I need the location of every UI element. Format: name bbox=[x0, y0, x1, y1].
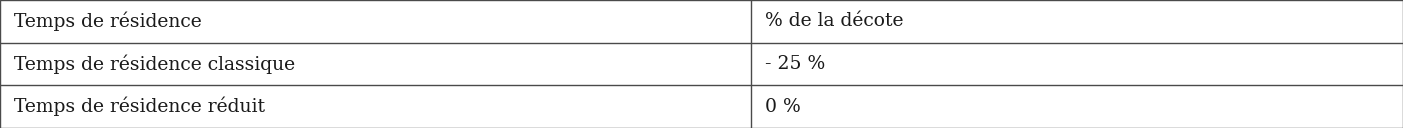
Text: - 25 %: - 25 % bbox=[765, 55, 825, 73]
Text: Temps de résidence classique: Temps de résidence classique bbox=[14, 54, 295, 74]
Text: % de la décote: % de la décote bbox=[765, 12, 904, 30]
Text: Temps de résidence: Temps de résidence bbox=[14, 12, 202, 31]
Text: 0 %: 0 % bbox=[765, 98, 800, 116]
Text: Temps de résidence réduit: Temps de résidence réduit bbox=[14, 97, 265, 116]
